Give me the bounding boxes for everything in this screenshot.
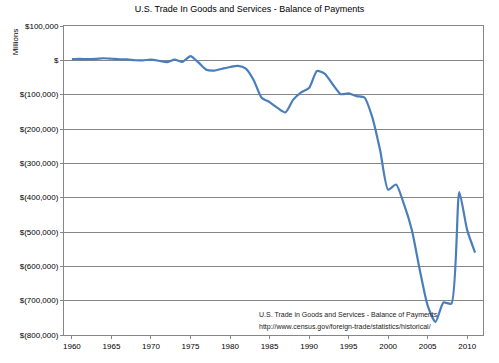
svg-text:2000: 2000 [379,342,397,351]
svg-text:$(400,000): $(400,000) [20,193,59,202]
svg-text:2005: 2005 [419,342,437,351]
svg-text:$(500,000): $(500,000) [20,228,59,237]
svg-text:$(600,000): $(600,000) [20,262,59,271]
svg-text:$: $ [54,56,59,65]
svg-text:U.S. Trade In Goods and Servic: U.S. Trade In Goods and Services - Balan… [135,4,365,14]
svg-text:1960: 1960 [63,342,81,351]
svg-text:1995: 1995 [340,342,358,351]
svg-text:U.S. Trade in Goods and Servic: U.S. Trade in Goods and Services - Balan… [259,311,438,319]
svg-text:$(200,000): $(200,000) [20,125,59,134]
svg-text:$(700,000): $(700,000) [20,296,59,305]
svg-text:$(300,000): $(300,000) [20,159,59,168]
svg-text:$100,000: $100,000 [25,22,59,31]
svg-text:$(100,000): $(100,000) [20,90,59,99]
svg-text:1985: 1985 [261,342,279,351]
svg-text:2010: 2010 [458,342,476,351]
svg-text:1975: 1975 [182,342,200,351]
svg-text:1970: 1970 [142,342,160,351]
svg-text:1965: 1965 [103,342,121,351]
svg-text:http://www.census.gov/foreign-: http://www.census.gov/foreign-trade/stat… [259,323,431,331]
svg-text:Millions: Millions [11,29,20,56]
svg-text:1990: 1990 [300,342,318,351]
svg-text:1980: 1980 [221,342,239,351]
svg-text:$(800,000): $(800,000) [20,331,59,340]
